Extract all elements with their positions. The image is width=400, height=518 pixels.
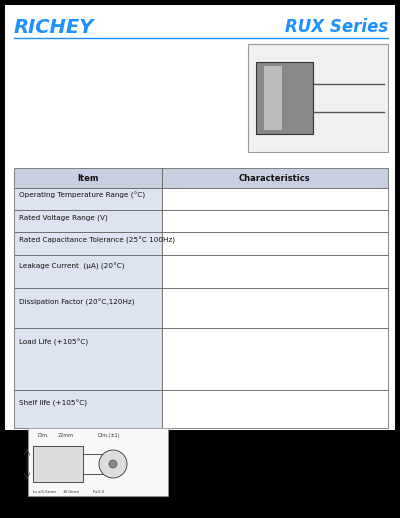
Text: Item: Item — [77, 174, 99, 182]
Text: Dim.: Dim. — [38, 433, 50, 438]
Bar — [14, 288, 162, 328]
Bar — [14, 328, 162, 390]
Text: F±0.5: F±0.5 — [93, 490, 105, 494]
Text: 22mm: 22mm — [58, 433, 74, 438]
Text: 10.0mm: 10.0mm — [63, 490, 80, 494]
Circle shape — [109, 460, 117, 468]
Bar — [162, 288, 388, 328]
Text: RICHEY: RICHEY — [14, 18, 94, 37]
Bar — [162, 168, 388, 188]
Text: RUX Series: RUX Series — [285, 18, 388, 36]
Text: Leakage Current  (μA) (20°C): Leakage Current (μA) (20°C) — [19, 263, 124, 270]
Text: Characteristics: Characteristics — [239, 174, 311, 182]
Bar — [162, 210, 388, 233]
Bar — [14, 210, 162, 233]
Bar — [162, 188, 388, 210]
Bar — [14, 233, 162, 255]
Bar — [162, 328, 388, 390]
Bar — [256, 62, 313, 134]
Bar — [162, 233, 388, 255]
Text: Operating Temperature Range (°C): Operating Temperature Range (°C) — [19, 192, 145, 199]
Bar — [28, 428, 168, 496]
Bar — [248, 44, 388, 152]
Bar — [14, 255, 162, 288]
Bar — [33, 446, 83, 482]
Bar — [162, 255, 388, 288]
Text: Shelf life (+105°C): Shelf life (+105°C) — [19, 400, 87, 407]
Text: Rated Capacitance Tolerance (25°C 100Hz): Rated Capacitance Tolerance (25°C 100Hz) — [19, 237, 175, 244]
Bar — [264, 66, 282, 130]
Text: Dissipation Factor (20°C,120Hz): Dissipation Factor (20°C,120Hz) — [19, 298, 134, 306]
Text: Rated Voltage Range (V): Rated Voltage Range (V) — [19, 215, 108, 221]
Text: Load Life (+105°C): Load Life (+105°C) — [19, 338, 88, 346]
Text: Dim.(±1): Dim.(±1) — [98, 433, 120, 438]
Bar — [14, 390, 162, 428]
Bar — [5, 5, 395, 430]
Bar — [14, 188, 162, 210]
Text: L=±0.5mm: L=±0.5mm — [33, 490, 57, 494]
Bar — [14, 168, 162, 188]
Circle shape — [99, 450, 127, 478]
Bar — [162, 390, 388, 428]
